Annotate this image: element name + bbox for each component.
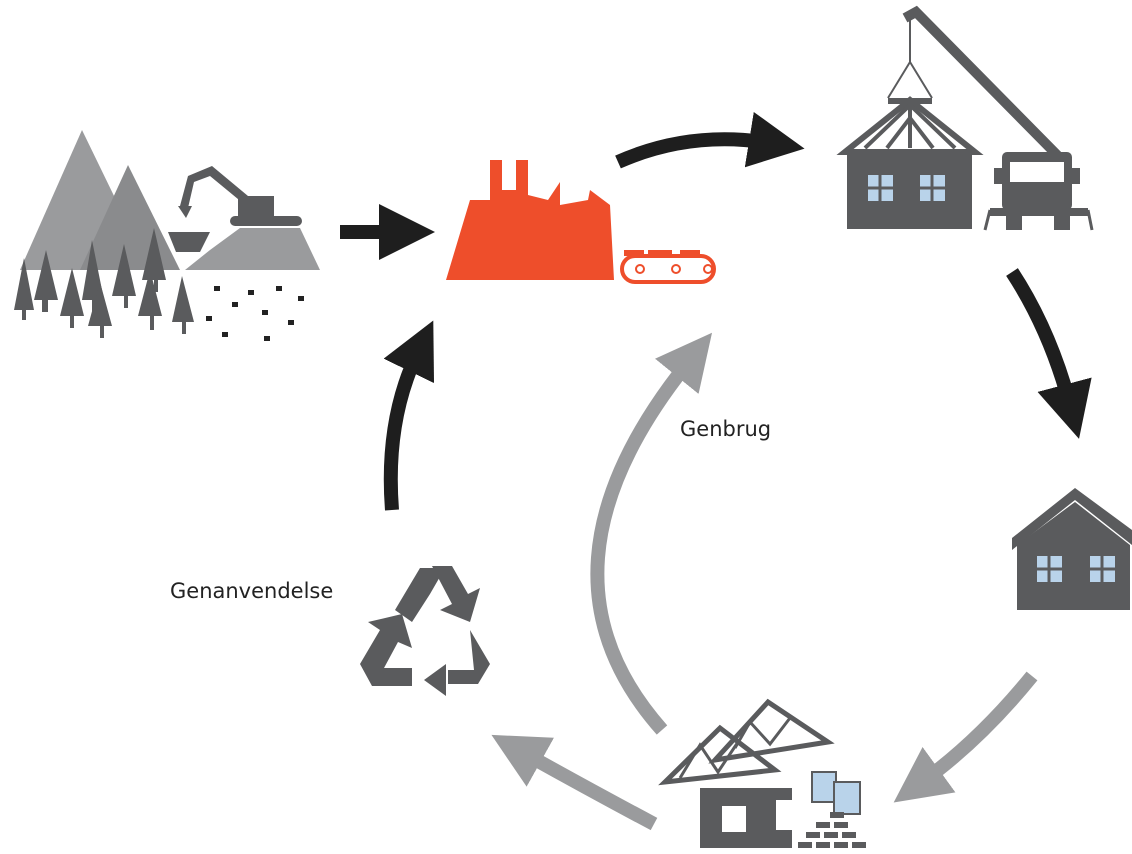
arrow <box>391 352 418 510</box>
arrow <box>1012 272 1070 405</box>
arrow <box>597 360 690 730</box>
arrows <box>340 139 1070 824</box>
label-genanvendelse: Genanvendelse <box>170 579 333 603</box>
arrow <box>522 752 654 824</box>
recycle-icon <box>360 566 490 696</box>
arrow <box>922 676 1032 782</box>
raw-materials-icon <box>14 130 320 341</box>
factory-icon <box>446 160 714 282</box>
demolition-icon <box>665 702 866 848</box>
arrow <box>618 139 770 162</box>
lifecycle-diagram: Genbrug Genanvendelse <box>0 0 1132 854</box>
construction-icon <box>845 12 1092 230</box>
house-icon <box>1012 488 1132 610</box>
label-genbrug: Genbrug <box>680 417 771 441</box>
